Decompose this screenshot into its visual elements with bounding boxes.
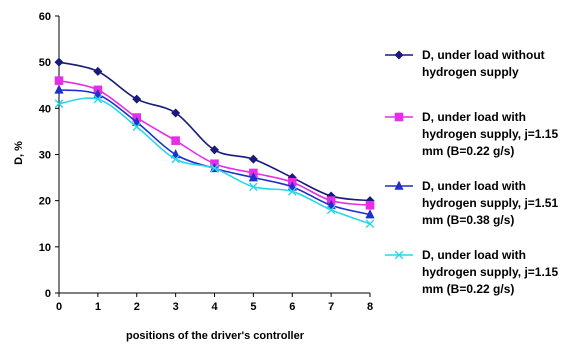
legend-marker	[394, 112, 404, 122]
data-point	[365, 200, 375, 210]
x-tick-label: 4	[211, 301, 218, 313]
data-point	[248, 172, 258, 182]
legend-label: mm (B=0.38 g/s)	[422, 213, 514, 227]
x-tick-label: 6	[289, 301, 295, 313]
data-point	[54, 57, 64, 67]
x-tick-label: 7	[328, 301, 334, 313]
legend-label: D, under load with	[422, 110, 526, 124]
data-point	[171, 149, 181, 159]
legend-item: D, under load without hydrogen supply	[385, 48, 545, 79]
chart-axes	[55, 15, 371, 297]
y-tick-label: 60	[39, 11, 51, 23]
marker-stroke	[132, 122, 142, 132]
y-tick-label: 20	[39, 196, 51, 208]
data-point	[365, 219, 375, 229]
data-point	[93, 66, 103, 76]
legend-label: mm (B=0.22 g/s)	[422, 282, 514, 296]
legend-label: mm (B=0.22 g/s)	[422, 144, 514, 158]
legend-label: hydrogen supply, j=1.51	[422, 196, 558, 210]
series-1	[54, 57, 375, 206]
marker-stroke	[210, 164, 219, 173]
legend-label: D, under load without	[422, 48, 545, 62]
data-point	[287, 181, 297, 191]
legend-marker	[394, 50, 404, 60]
data-point	[132, 116, 142, 126]
y-tick-label: 10	[39, 242, 51, 254]
marker-stroke	[93, 94, 103, 104]
series-4	[54, 94, 375, 229]
data-point	[54, 76, 64, 85]
marker-stroke	[249, 182, 258, 192]
y-axis-label: D, %	[13, 141, 25, 165]
data-point	[132, 94, 142, 104]
legend-label: hydrogen supply, j=1.15	[422, 127, 558, 141]
x-tick-label: 3	[173, 301, 179, 313]
marker-stroke	[171, 154, 180, 164]
legend-item: D, under load with hydrogen supply, j=1.1…	[385, 248, 558, 296]
y-tick-label: 40	[39, 103, 51, 115]
legend-item: D, under load with hydrogen supply, j=1.1…	[385, 110, 558, 158]
legend-label: D, under load with	[422, 248, 526, 262]
chart-series	[54, 57, 375, 229]
legend-marker	[394, 180, 404, 190]
y-tick-label: 30	[39, 150, 51, 162]
data-point	[171, 136, 180, 145]
data-point	[54, 99, 64, 109]
data-point	[249, 182, 258, 192]
data-point	[248, 154, 258, 164]
legend-label: hydrogen supply, j=1.15	[422, 265, 558, 279]
data-point	[326, 199, 336, 210]
marker-stroke	[365, 219, 375, 229]
data-point	[209, 145, 220, 155]
data-point	[132, 122, 142, 132]
x-tick-label: 5	[250, 301, 256, 313]
data-point	[171, 154, 180, 164]
x-tick-label: 0	[56, 301, 62, 313]
marker-stroke	[394, 250, 404, 260]
legend-label: D, under load with	[422, 179, 526, 193]
marker-stroke	[326, 205, 336, 215]
data-point	[365, 209, 375, 219]
series-line	[58, 61, 371, 202]
y-tick-label: 0	[45, 288, 51, 300]
legend-label: hydrogen supply	[422, 65, 519, 79]
data-point	[93, 89, 103, 99]
x-tick-label: 8	[367, 301, 373, 313]
data-point	[171, 108, 181, 118]
legend-item: D, under load with hydrogen supply, j=1.5…	[385, 179, 558, 227]
y-tick-labels: 0 10 20 30 40 50 60	[39, 11, 51, 300]
marker-stroke	[54, 99, 64, 109]
data-point	[210, 164, 219, 173]
data-point	[287, 187, 297, 196]
x-tick-label: 1	[95, 301, 101, 313]
legend-marker	[394, 250, 404, 260]
data-point	[326, 205, 336, 215]
y-tick-label: 50	[39, 57, 51, 69]
x-tick-label: 2	[134, 301, 140, 313]
data-point	[93, 94, 103, 104]
marker-stroke	[287, 187, 297, 196]
data-point	[54, 84, 64, 94]
x-tick-labels: 0 1 2 3 4 5 6 7 8	[56, 301, 373, 313]
x-axis-label: positions of the driver's controller	[126, 330, 305, 342]
